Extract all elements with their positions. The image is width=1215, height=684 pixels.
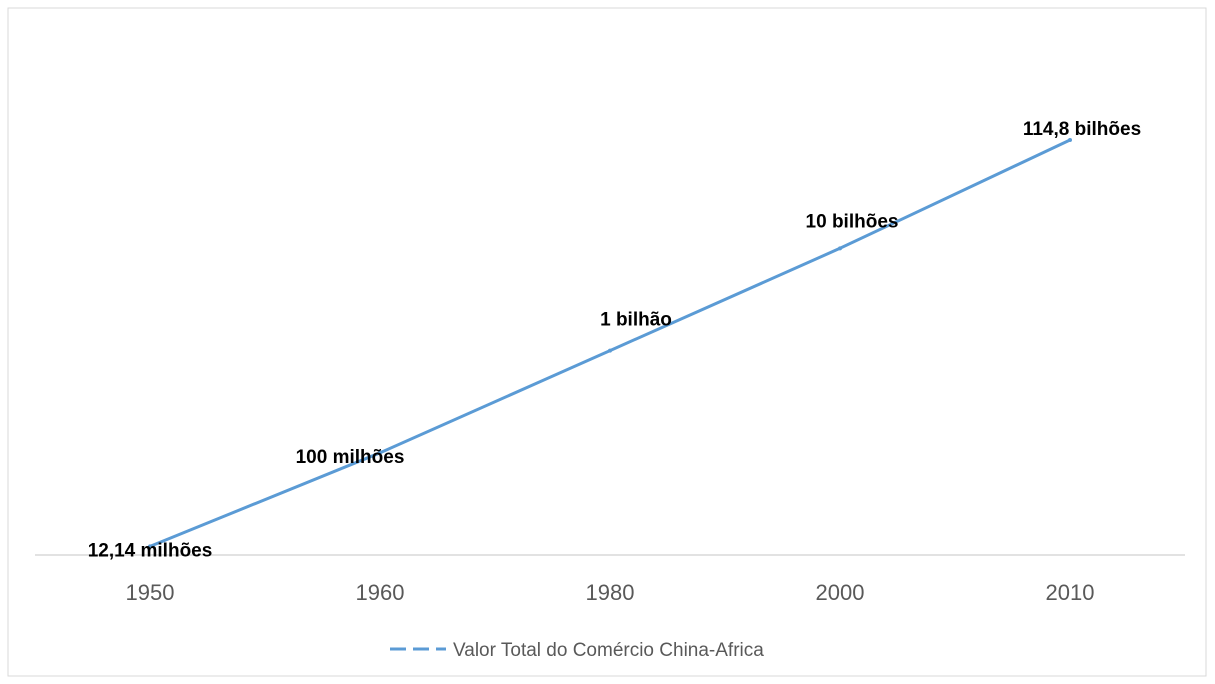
data-point-2000 xyxy=(838,246,842,251)
x-tick-labels: 1950 1960 1980 2000 2010 xyxy=(126,580,1095,605)
series-layer xyxy=(148,138,1072,549)
data-label-2000: 10 bilhões xyxy=(806,211,899,232)
x-tick-label: 2000 xyxy=(816,580,865,605)
legend: Valor Total do Comércio China-Africa xyxy=(390,640,764,661)
data-point-1960 xyxy=(378,450,382,455)
data-point-1950 xyxy=(148,544,152,549)
x-tick-label: 1950 xyxy=(126,580,175,605)
data-labels: 12,14 milhões 100 milhões 1 bilhão 10 bilhõ… xyxy=(88,119,1141,561)
data-label-1980: 1 bilhão xyxy=(600,310,672,331)
data-label-2010: 114,8 bilhões xyxy=(1023,119,1141,140)
x-tick-label: 1980 xyxy=(586,580,635,605)
series-line xyxy=(148,138,1072,548)
data-label-1960: 100 milhões xyxy=(296,447,405,468)
data-label-1950: 12,14 milhões xyxy=(88,540,213,561)
x-tick-label: 2010 xyxy=(1046,580,1095,605)
data-point-1980 xyxy=(608,348,612,353)
chart-frame xyxy=(7,7,1207,677)
data-point-2010 xyxy=(1068,138,1072,143)
x-tick-label: 1960 xyxy=(356,580,405,605)
legend-series-label: Valor Total do Comércio China-Africa xyxy=(453,640,764,661)
